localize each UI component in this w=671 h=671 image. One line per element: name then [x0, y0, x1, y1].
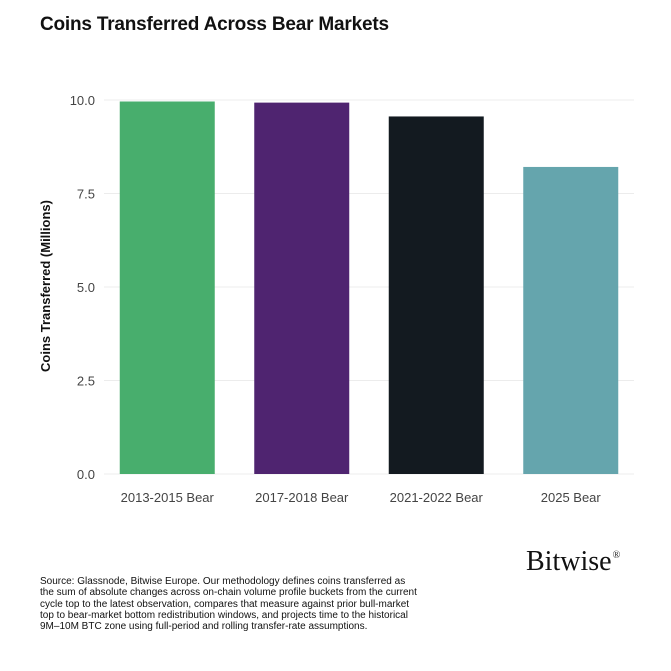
bar-4 [523, 166, 619, 475]
y-tick-label: 10.0 [70, 93, 95, 108]
y-tick-label: 7.5 [77, 187, 95, 202]
brand-name: Bitwise [526, 546, 612, 577]
bar-3 [388, 116, 484, 475]
x-tick-label: 2017-2018 Bear [255, 490, 349, 505]
bar-2 [254, 102, 350, 475]
chart-title: Coins Transferred Across Bear Markets [40, 14, 389, 35]
bar-1 [119, 101, 215, 474]
y-tick-label: 2.5 [77, 374, 95, 389]
x-tick-label: 2025 Bear [541, 490, 602, 505]
registered-mark: ® [612, 550, 621, 561]
source-note: Source: Glassnode, Bitwise Europe. Our m… [40, 576, 417, 633]
y-axis-ticks: 0.0 2.5 5.0 7.5 10.0 [70, 93, 95, 482]
y-axis-label: Coins Transferred (Millions) [38, 200, 53, 372]
y-tick-label: 0.0 [77, 467, 95, 482]
x-tick-label: 2021-2022 Bear [390, 490, 484, 505]
y-tick-label: 5.0 [77, 280, 95, 295]
bitwise-logo: Bitwise® [526, 546, 620, 578]
x-axis-ticks: 2013-2015 Bear 2017-2018 Bear 2021-2022 Be… [121, 490, 602, 505]
bars [119, 101, 619, 475]
x-tick-label: 2013-2015 Bear [121, 490, 215, 505]
